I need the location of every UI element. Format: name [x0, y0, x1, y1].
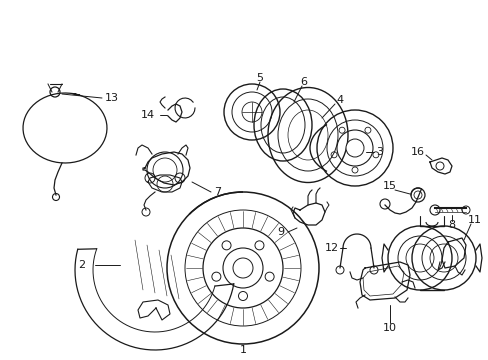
Text: 10: 10 — [382, 323, 396, 333]
Text: 6: 6 — [300, 77, 307, 87]
Text: 14: 14 — [141, 110, 155, 120]
Text: 16: 16 — [410, 147, 424, 157]
Circle shape — [232, 258, 252, 278]
Text: 4: 4 — [336, 95, 343, 105]
Text: 7: 7 — [214, 187, 221, 197]
Text: 15: 15 — [382, 181, 396, 191]
Text: 8: 8 — [447, 220, 455, 230]
Text: 12: 12 — [324, 243, 338, 253]
Text: 3: 3 — [376, 147, 383, 157]
Text: 11: 11 — [467, 215, 481, 225]
Text: 5: 5 — [256, 73, 263, 83]
Text: 1: 1 — [239, 345, 246, 355]
Text: 9: 9 — [277, 227, 284, 237]
Text: 13: 13 — [105, 93, 119, 103]
Text: 2: 2 — [78, 260, 85, 270]
Circle shape — [346, 139, 363, 157]
